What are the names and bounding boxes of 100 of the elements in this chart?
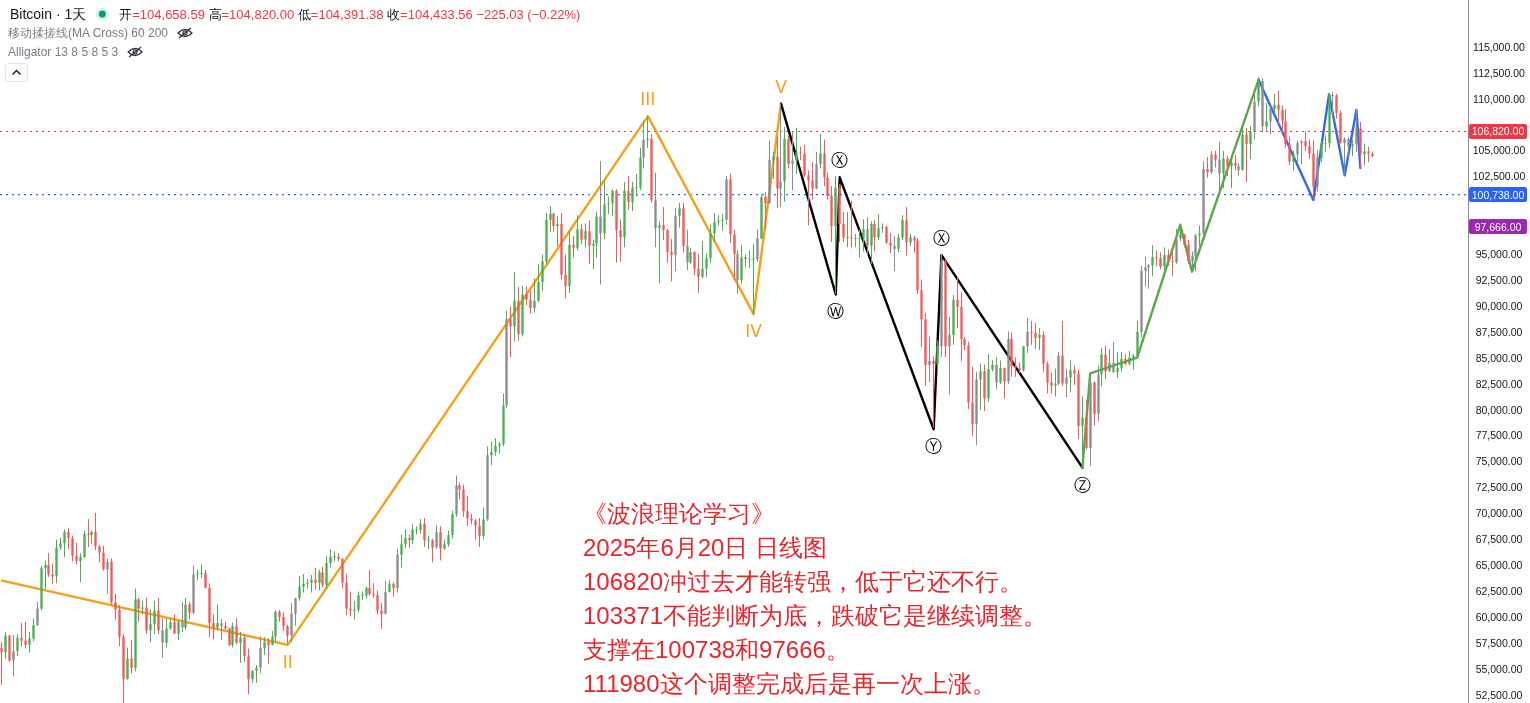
- y-tick-label: 102,500.00: [1472, 170, 1526, 183]
- candlestick: [1054, 368, 1057, 397]
- candlestick: [79, 553, 82, 583]
- candlestick: [1065, 368, 1068, 398]
- candlestick: [599, 161, 602, 285]
- candlestick: [764, 192, 767, 230]
- candlestick: [1308, 139, 1311, 160]
- candlestick: [427, 535, 430, 550]
- candlestick: [314, 567, 317, 590]
- candlestick: [1136, 320, 1139, 358]
- candlestick: [995, 357, 998, 390]
- candlestick: [466, 496, 469, 527]
- candlestick: [928, 336, 931, 383]
- y-tick-label: 70,000.00: [1475, 507, 1523, 520]
- candlestick: [713, 213, 716, 243]
- candlestick: [161, 618, 164, 658]
- candlestick: [842, 212, 845, 243]
- candlestick: [1069, 360, 1072, 393]
- candlestick: [1355, 109, 1358, 152]
- candlestick: [462, 484, 465, 517]
- candlestick: [1245, 128, 1248, 182]
- candlestick: [588, 220, 591, 264]
- candlestick: [627, 175, 630, 210]
- candlestick: [1046, 361, 1049, 394]
- candlestick: [200, 564, 203, 579]
- candlestick: [337, 553, 340, 562]
- candlestick: [901, 215, 904, 241]
- candlestick: [12, 635, 15, 677]
- price-tag: 100,738.00: [1469, 187, 1527, 203]
- candlestick: [1050, 372, 1053, 394]
- candlestick: [756, 229, 759, 262]
- candlestick: [1112, 341, 1115, 373]
- candlestick: [870, 221, 873, 264]
- candlestick: [306, 579, 309, 589]
- candlestick: [400, 534, 403, 568]
- candlestick: [478, 517, 481, 547]
- candlestick: [51, 563, 54, 585]
- candlestick: [744, 254, 747, 267]
- y-tick-label: 87,500.00: [1475, 325, 1523, 338]
- candlestick: [811, 162, 814, 200]
- candlestick: [893, 235, 896, 272]
- candlestick: [537, 263, 540, 303]
- candlestick: [181, 601, 184, 632]
- candlestick: [1222, 150, 1225, 189]
- candlestick: [498, 442, 501, 454]
- candlestick: [1363, 143, 1366, 166]
- candlestick: [889, 232, 892, 254]
- candlestick: [1144, 256, 1147, 287]
- candlestick: [149, 609, 152, 643]
- candlestick: [584, 223, 587, 248]
- data-label: Ⓦ: [827, 301, 845, 322]
- candlestick: [721, 214, 724, 231]
- candlestick: [165, 618, 168, 648]
- candlestick: [247, 648, 250, 695]
- candlestick: [372, 583, 375, 598]
- candlestick: [341, 558, 344, 589]
- candlestick: [67, 528, 70, 550]
- candlestick: [298, 576, 301, 601]
- data-label: Ⓧ: [932, 228, 950, 249]
- candlestick: [1104, 345, 1107, 379]
- candlestick: [423, 517, 426, 547]
- candlestick: [267, 638, 270, 665]
- candlestick: [733, 229, 736, 281]
- candlestick: [1018, 362, 1021, 373]
- candlestick: [216, 604, 219, 630]
- candlestick: [1163, 247, 1166, 278]
- candlestick: [693, 251, 696, 276]
- candlestick: [658, 221, 661, 284]
- candlestick: [846, 212, 849, 248]
- y-tick-label: 57,500.00: [1475, 636, 1523, 649]
- candlestick: [529, 290, 532, 314]
- annotation: 103371不能判断为底，跌破它是继续调整。: [583, 602, 1048, 629]
- candlestick: [858, 229, 861, 258]
- candlestick: [740, 245, 743, 284]
- annotation: 《波浪理论学习》: [583, 500, 775, 527]
- y-tick-label: 115,000.00: [1473, 40, 1526, 53]
- candlestick: [752, 244, 755, 314]
- candlestick: [999, 360, 1002, 385]
- candlestick: [1030, 320, 1033, 345]
- candlestick: [873, 220, 876, 252]
- y-tick-label: 95,000.00: [1475, 248, 1523, 261]
- candlestick: [474, 518, 477, 540]
- candlestick: [576, 215, 579, 251]
- candlestick: [415, 526, 418, 535]
- candlestick: [1081, 396, 1084, 468]
- candlestick: [1347, 137, 1350, 159]
- candlestick: [1226, 156, 1229, 176]
- y-tick-label: 75,000.00: [1475, 455, 1523, 468]
- chart-title: Bitcoin · 1天: [10, 6, 87, 22]
- candlestick: [83, 530, 86, 559]
- candlestick: [1296, 140, 1299, 163]
- candlestick: [1026, 317, 1029, 354]
- candlestick: [905, 206, 908, 256]
- candlestick: [47, 553, 50, 577]
- candlestick: [1120, 352, 1123, 372]
- annotation: 106820冲过去才能转强，低于它还不行。: [583, 568, 1024, 595]
- candlestick: [772, 151, 775, 179]
- candlestick: [932, 356, 935, 428]
- candlestick: [850, 200, 853, 248]
- candlestick: [177, 620, 180, 641]
